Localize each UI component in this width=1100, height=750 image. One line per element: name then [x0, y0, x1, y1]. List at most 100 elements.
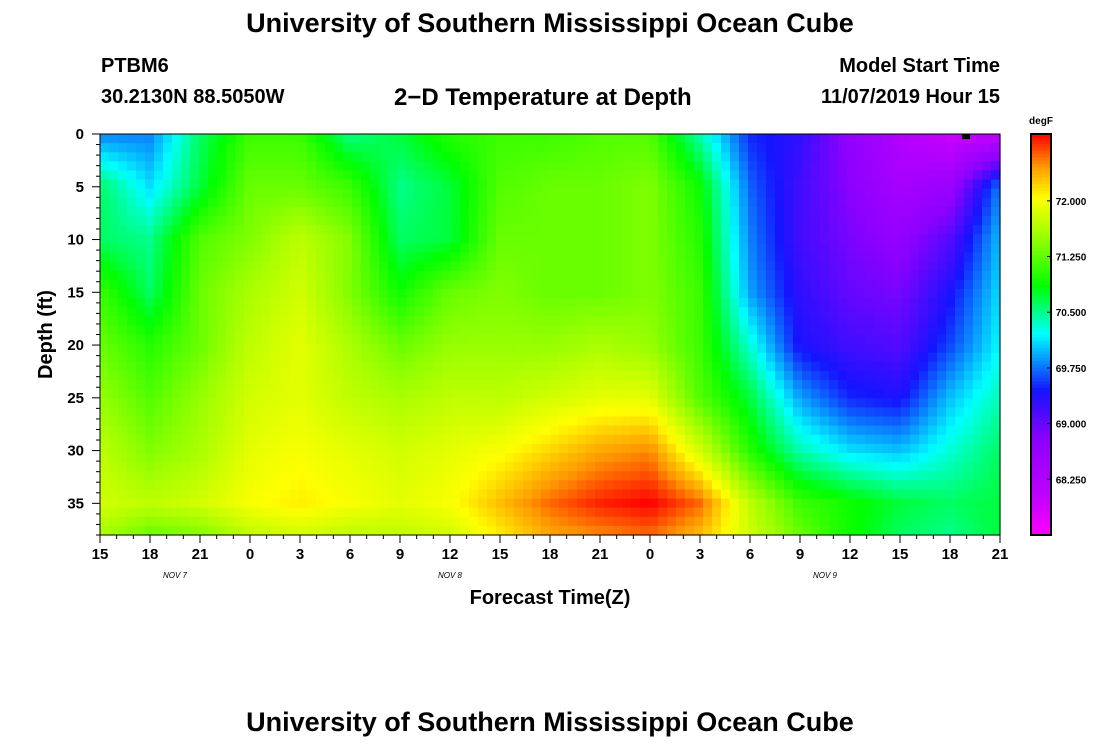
heatmap-cell	[514, 507, 524, 518]
heatmap-cell	[694, 471, 704, 481]
colorbar-cell	[1031, 301, 1051, 306]
heatmap-cell	[991, 516, 1001, 527]
heatmap-cell	[703, 416, 713, 427]
heatmap-cell	[163, 197, 173, 208]
heatmap-cell	[640, 334, 650, 345]
heatmap-cell	[217, 380, 227, 390]
x-tick-label: 15	[492, 546, 509, 563]
heatmap-cell	[379, 334, 389, 345]
heatmap-cell	[973, 152, 983, 162]
heatmap-cell	[937, 489, 947, 500]
heatmap-cell	[775, 170, 785, 181]
heatmap-cell	[577, 206, 587, 217]
heatmap-cell	[532, 525, 542, 536]
heatmap-cell	[505, 152, 515, 162]
heatmap-cell	[640, 279, 650, 290]
heatmap-cell	[883, 389, 893, 399]
heatmap-cell	[469, 143, 479, 153]
colorbar-cell	[1031, 144, 1051, 148]
heatmap-cell	[586, 270, 596, 281]
heatmap-cell	[901, 288, 911, 299]
heatmap-cell	[433, 462, 443, 472]
heatmap-cell	[721, 489, 731, 500]
heatmap-cell	[757, 179, 767, 190]
heatmap-cell	[109, 152, 119, 162]
heatmap-cell	[586, 288, 596, 299]
heatmap-cell	[523, 261, 533, 272]
heatmap-cell	[388, 380, 398, 390]
heatmap-cell	[289, 243, 299, 254]
heatmap-cell	[622, 261, 632, 272]
heatmap-cell	[811, 380, 821, 390]
heatmap-cell	[100, 516, 110, 527]
heatmap-cell	[136, 316, 146, 326]
heatmap-cell	[685, 352, 695, 363]
heatmap-cell	[415, 216, 425, 226]
colorbar-cell	[1031, 284, 1051, 289]
heatmap-cell	[532, 270, 542, 281]
heatmap-cell	[451, 407, 461, 418]
heatmap-cell	[982, 507, 992, 518]
heatmap-cell	[325, 188, 335, 199]
heatmap-cell	[496, 398, 506, 409]
heatmap-cell	[784, 398, 794, 409]
heatmap-cell	[703, 170, 713, 181]
heatmap-cell	[190, 343, 200, 354]
heatmap-cell	[838, 389, 848, 399]
heatmap-cell	[667, 134, 677, 144]
heatmap-cell	[325, 498, 335, 509]
heatmap-cell	[361, 216, 371, 226]
heatmap-cell	[271, 288, 281, 299]
heatmap-cell	[325, 425, 335, 436]
heatmap-cell	[991, 307, 1001, 317]
heatmap-cell	[334, 134, 344, 144]
heatmap-cell	[271, 188, 281, 199]
heatmap-cell	[847, 243, 857, 254]
heatmap-cell	[307, 197, 317, 208]
heatmap-cell	[919, 452, 929, 463]
heatmap-cell	[937, 471, 947, 481]
heatmap-cell	[676, 152, 686, 162]
heatmap-cell	[811, 325, 821, 336]
heatmap-cell	[379, 352, 389, 363]
heatmap-cell	[172, 398, 182, 409]
heatmap-cell	[262, 170, 272, 181]
heatmap-cell	[271, 234, 281, 244]
heatmap-cell	[370, 170, 380, 181]
heatmap-cell	[613, 398, 623, 409]
heatmap-cell	[712, 325, 722, 336]
heatmap-cell	[865, 143, 875, 153]
heatmap-cell	[388, 288, 398, 299]
heatmap-cell	[190, 206, 200, 217]
heatmap-cell	[496, 206, 506, 217]
heatmap-cell	[442, 234, 452, 244]
heatmap-cell	[586, 234, 596, 244]
heatmap-cell	[892, 480, 902, 491]
heatmap-cell	[793, 516, 803, 527]
heatmap-cell	[370, 307, 380, 317]
heatmap-cell	[118, 380, 128, 390]
heatmap-cell	[856, 325, 866, 336]
heatmap-cell	[442, 152, 452, 162]
heatmap-cell	[271, 407, 281, 418]
heatmap-cell	[613, 361, 623, 372]
heatmap-cell	[127, 434, 137, 445]
heatmap-cell	[586, 398, 596, 409]
heatmap-cell	[154, 398, 164, 409]
colorbar-cell	[1031, 217, 1051, 222]
heatmap-cell	[271, 270, 281, 281]
heatmap-cell	[667, 234, 677, 244]
heatmap-cell	[793, 225, 803, 235]
heatmap-cell	[406, 361, 416, 372]
heatmap-cell	[217, 498, 227, 509]
heatmap-cell	[667, 471, 677, 481]
heatmap-cell	[118, 279, 128, 290]
heatmap-cell	[541, 179, 551, 190]
heatmap-cell	[172, 179, 182, 190]
heatmap-cell	[676, 243, 686, 254]
heatmap-cell	[946, 179, 956, 190]
heatmap-cell	[685, 188, 695, 199]
heatmap-cell	[541, 197, 551, 208]
heatmap-cell	[811, 161, 821, 172]
heatmap-cell	[532, 361, 542, 372]
